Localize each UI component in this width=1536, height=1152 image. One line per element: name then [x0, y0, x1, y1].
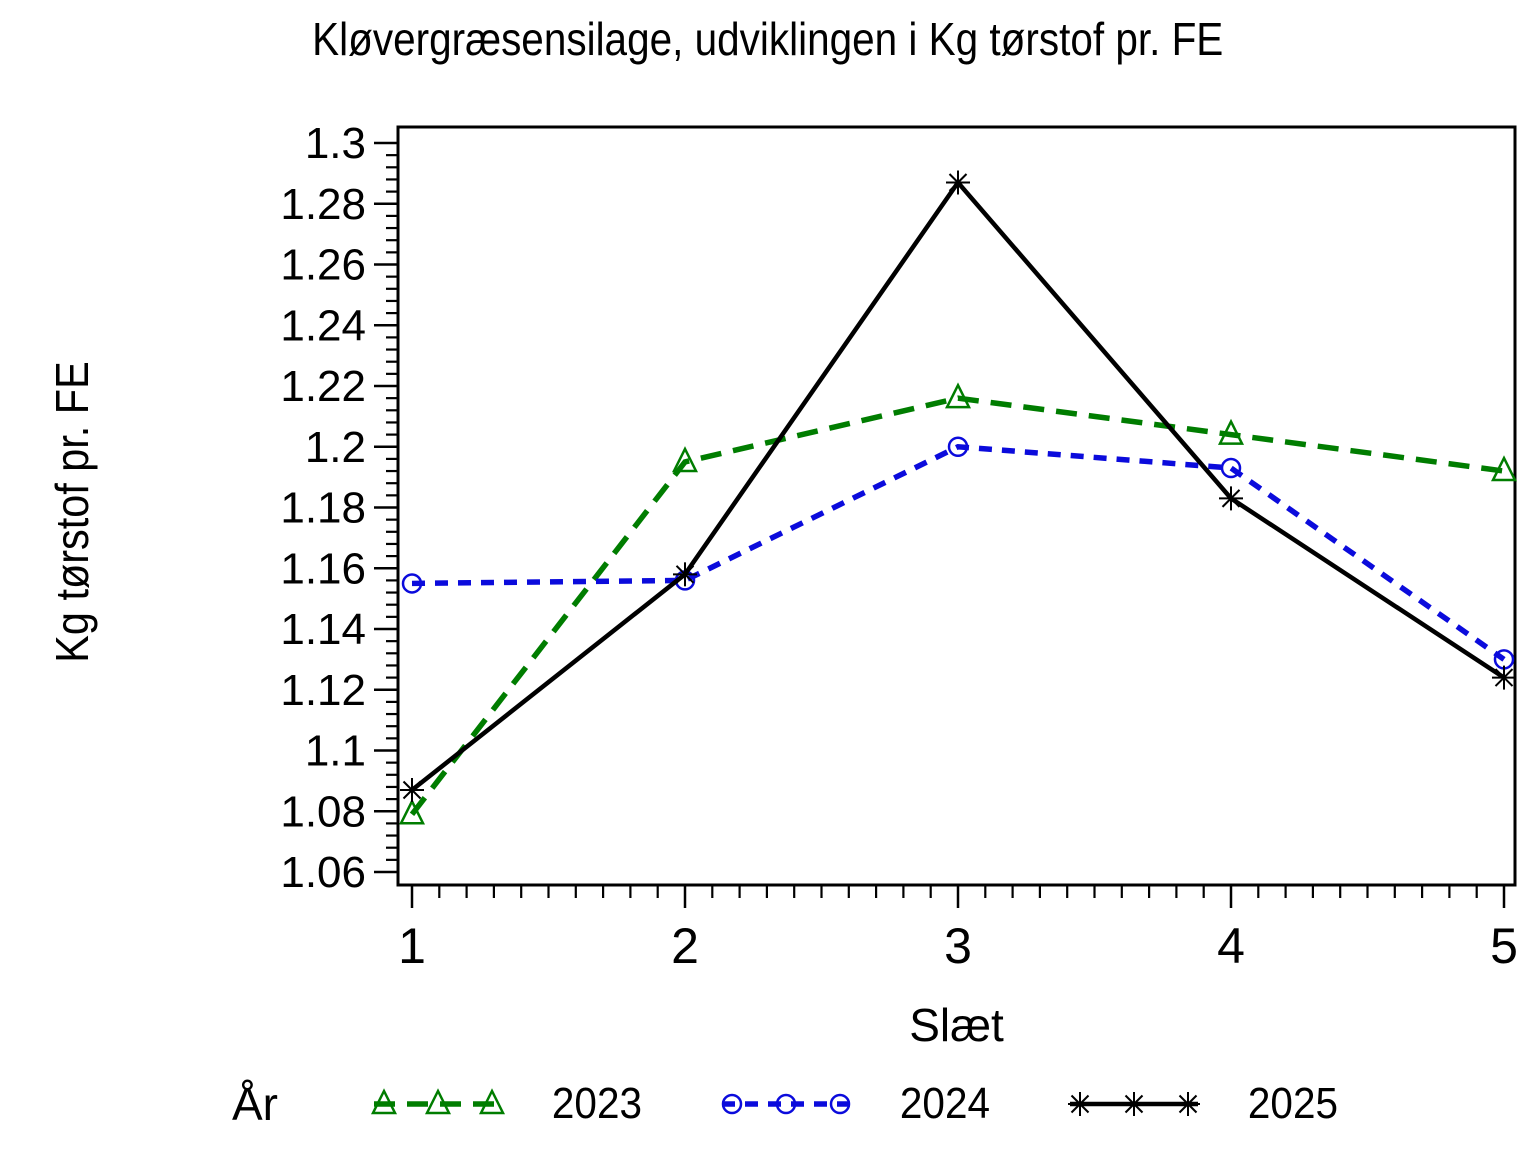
marker-triangle-icon — [424, 1088, 452, 1115]
star-ray — [1124, 1094, 1143, 1114]
marker-triangle-icon — [944, 382, 972, 409]
x-tick-label: 4 — [1217, 918, 1245, 974]
marker-star-icon — [1067, 1092, 1092, 1116]
legend-title: År — [232, 1078, 278, 1130]
marker-star-icon — [1175, 1092, 1200, 1116]
y-tick-label: 1.28 — [280, 180, 366, 229]
star-ray — [1178, 1094, 1197, 1114]
series-line-2024 — [411, 443, 1506, 662]
y-tick-label: 1.1 — [305, 727, 366, 776]
marker-triangle-icon — [370, 1088, 398, 1115]
chart-title-text: Kløvergræsensilage, udviklingen i Kg tør… — [312, 13, 1224, 65]
legend-entry-2025: 2025 — [1066, 1079, 1342, 1129]
star-ray — [948, 173, 968, 192]
marker-star-icon — [1121, 1092, 1146, 1116]
legend-entries: 2023 2024 2025 — [370, 1079, 1342, 1129]
y-tick-label: 1.08 — [280, 787, 366, 836]
y-tick-label: 1.24 — [280, 301, 366, 350]
marker-star-icon — [946, 170, 970, 195]
marker-triangle-icon — [671, 446, 699, 473]
x-tick-label: 2 — [671, 918, 699, 974]
series-line-2023 — [409, 395, 1505, 816]
marker-star-icon — [1219, 486, 1243, 511]
marker-circle-icon — [829, 1093, 851, 1115]
y-tick-label: 1.22 — [280, 362, 366, 411]
y-tick-label: 1.18 — [280, 484, 366, 533]
y-tick-label: 1.16 — [280, 544, 366, 593]
star-ray — [402, 780, 422, 800]
x-tick-label: 5 — [1490, 918, 1518, 974]
y-tick-label: 1.06 — [280, 848, 366, 897]
legend-label-2023: 2023 — [551, 1079, 642, 1128]
marker-triangle-icon — [398, 798, 426, 825]
y-tick-label: 1.26 — [280, 241, 366, 290]
legend-sample-2025 — [1067, 1092, 1200, 1116]
legend-entry-2023: 2023 — [370, 1079, 646, 1129]
legend-entry-2024: 2024 — [718, 1079, 994, 1129]
marker-triangle-icon — [1217, 418, 1245, 445]
legend-label-2025: 2025 — [1247, 1079, 1338, 1128]
marker-circle-icon — [401, 573, 423, 594]
plot-svg: 1.06 1.08 1.1 1.12 1.14 1.16 1.18 1.2 1.22 1.24 1.… — [280, 119, 1518, 974]
series-line-2025 — [410, 178, 1506, 792]
star-ray — [1070, 1094, 1089, 1114]
legend-label-2024: 2024 — [899, 1079, 990, 1128]
x-tick-label: 3 — [944, 918, 972, 974]
marker-triangle-icon — [1490, 455, 1518, 482]
chart-title: Kløvergræsensilage, udviklingen i Kg tør… — [0, 12, 1536, 66]
y-tick-label: 1.2 — [305, 423, 366, 472]
y-tick-label: 1.12 — [280, 666, 366, 715]
legend-sample-2024 — [721, 1093, 851, 1115]
x-axis-title: Slæt — [909, 999, 1004, 1051]
plot-frame — [396, 125, 1517, 887]
star-ray — [1221, 489, 1241, 508]
marker-circle-icon — [775, 1093, 797, 1115]
marker-circle-icon — [721, 1093, 743, 1115]
star-ray — [675, 565, 695, 584]
marker-star-icon — [400, 777, 424, 802]
marker-circle-icon — [947, 436, 969, 457]
y-tick-label: 1.3 — [305, 119, 366, 168]
legend: År 2023 2024 2025 — [232, 1072, 1342, 1136]
marker-star-icon — [1492, 665, 1516, 690]
star-ray — [1494, 668, 1514, 687]
marker-circle-icon — [1220, 457, 1242, 479]
marker-triangle-icon — [478, 1088, 506, 1115]
x-tick-label: 1 — [398, 918, 426, 974]
legend-sample-2023 — [370, 1088, 506, 1115]
y-tick-label: 1.14 — [280, 605, 366, 654]
marker-star-icon — [673, 562, 697, 587]
